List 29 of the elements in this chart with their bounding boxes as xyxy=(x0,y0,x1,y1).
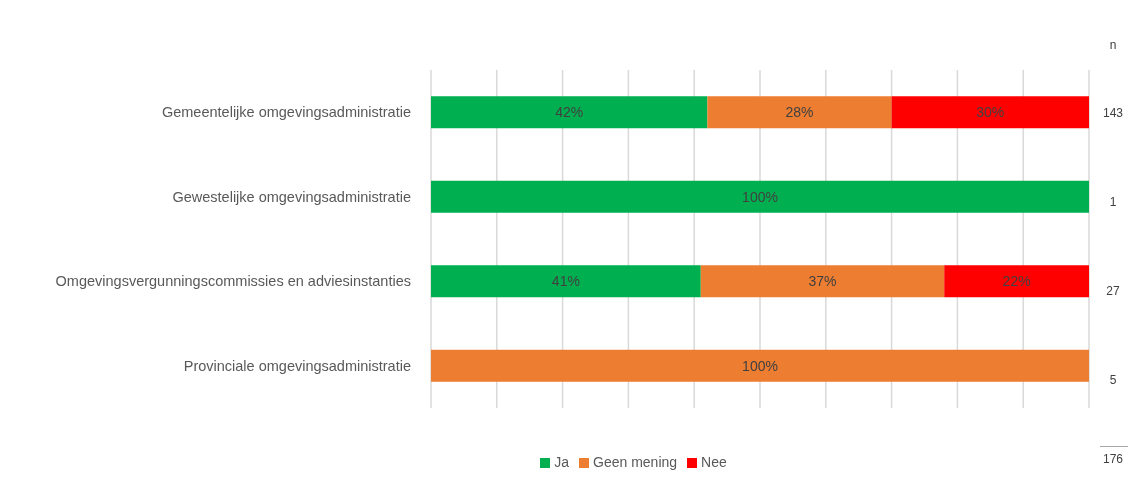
y-tick-label: Gewestelijke omgevingsadministratie xyxy=(172,188,411,205)
legend-label: Ja xyxy=(554,454,570,470)
text: 176 xyxy=(1102,452,1124,466)
bar xyxy=(944,265,1089,298)
data-label: 100% xyxy=(742,188,778,205)
text: n xyxy=(1109,38,1117,52)
data-label: 42% xyxy=(555,104,584,121)
data-label: 22% xyxy=(1002,273,1031,290)
bar xyxy=(431,265,701,298)
data-label: 37% xyxy=(808,273,837,290)
y-tick-label: Provinciale omgevingsadministratie xyxy=(183,357,411,374)
legend-label: Geen mening xyxy=(593,454,678,470)
y-tick-label: Omgevingsvergunningscommissies en adviesinstanties xyxy=(55,273,411,290)
bar xyxy=(431,349,1089,382)
text: 5 xyxy=(1109,372,1117,387)
bar xyxy=(707,96,892,129)
data-label: 41% xyxy=(551,273,580,290)
data-label: 30% xyxy=(976,104,1005,121)
y-tick-label: Gemeentelijke omgevingsadministratie xyxy=(161,104,411,121)
bar xyxy=(891,96,1089,129)
data-label: 100% xyxy=(742,357,778,374)
bar xyxy=(431,180,1089,213)
text: 1 xyxy=(1109,195,1117,210)
bar xyxy=(431,96,708,129)
bar xyxy=(700,265,945,298)
text: 143 xyxy=(1102,106,1124,121)
text: 27 xyxy=(1106,283,1120,298)
legend-label: Nee xyxy=(701,454,727,470)
data-label: 28% xyxy=(785,104,814,121)
